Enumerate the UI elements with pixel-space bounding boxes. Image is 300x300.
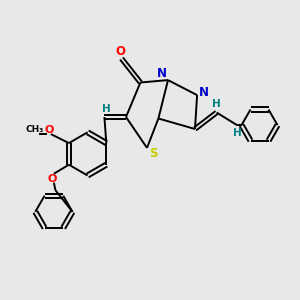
- Text: N: N: [199, 85, 209, 99]
- Text: O: O: [115, 45, 125, 58]
- Text: H: H: [101, 103, 110, 114]
- Text: H: H: [212, 99, 220, 109]
- Text: S: S: [149, 147, 157, 161]
- Text: H: H: [233, 128, 242, 139]
- Text: O: O: [45, 124, 54, 135]
- Text: O: O: [48, 174, 57, 184]
- Text: N: N: [156, 67, 167, 80]
- Text: CH₃: CH₃: [25, 125, 44, 134]
